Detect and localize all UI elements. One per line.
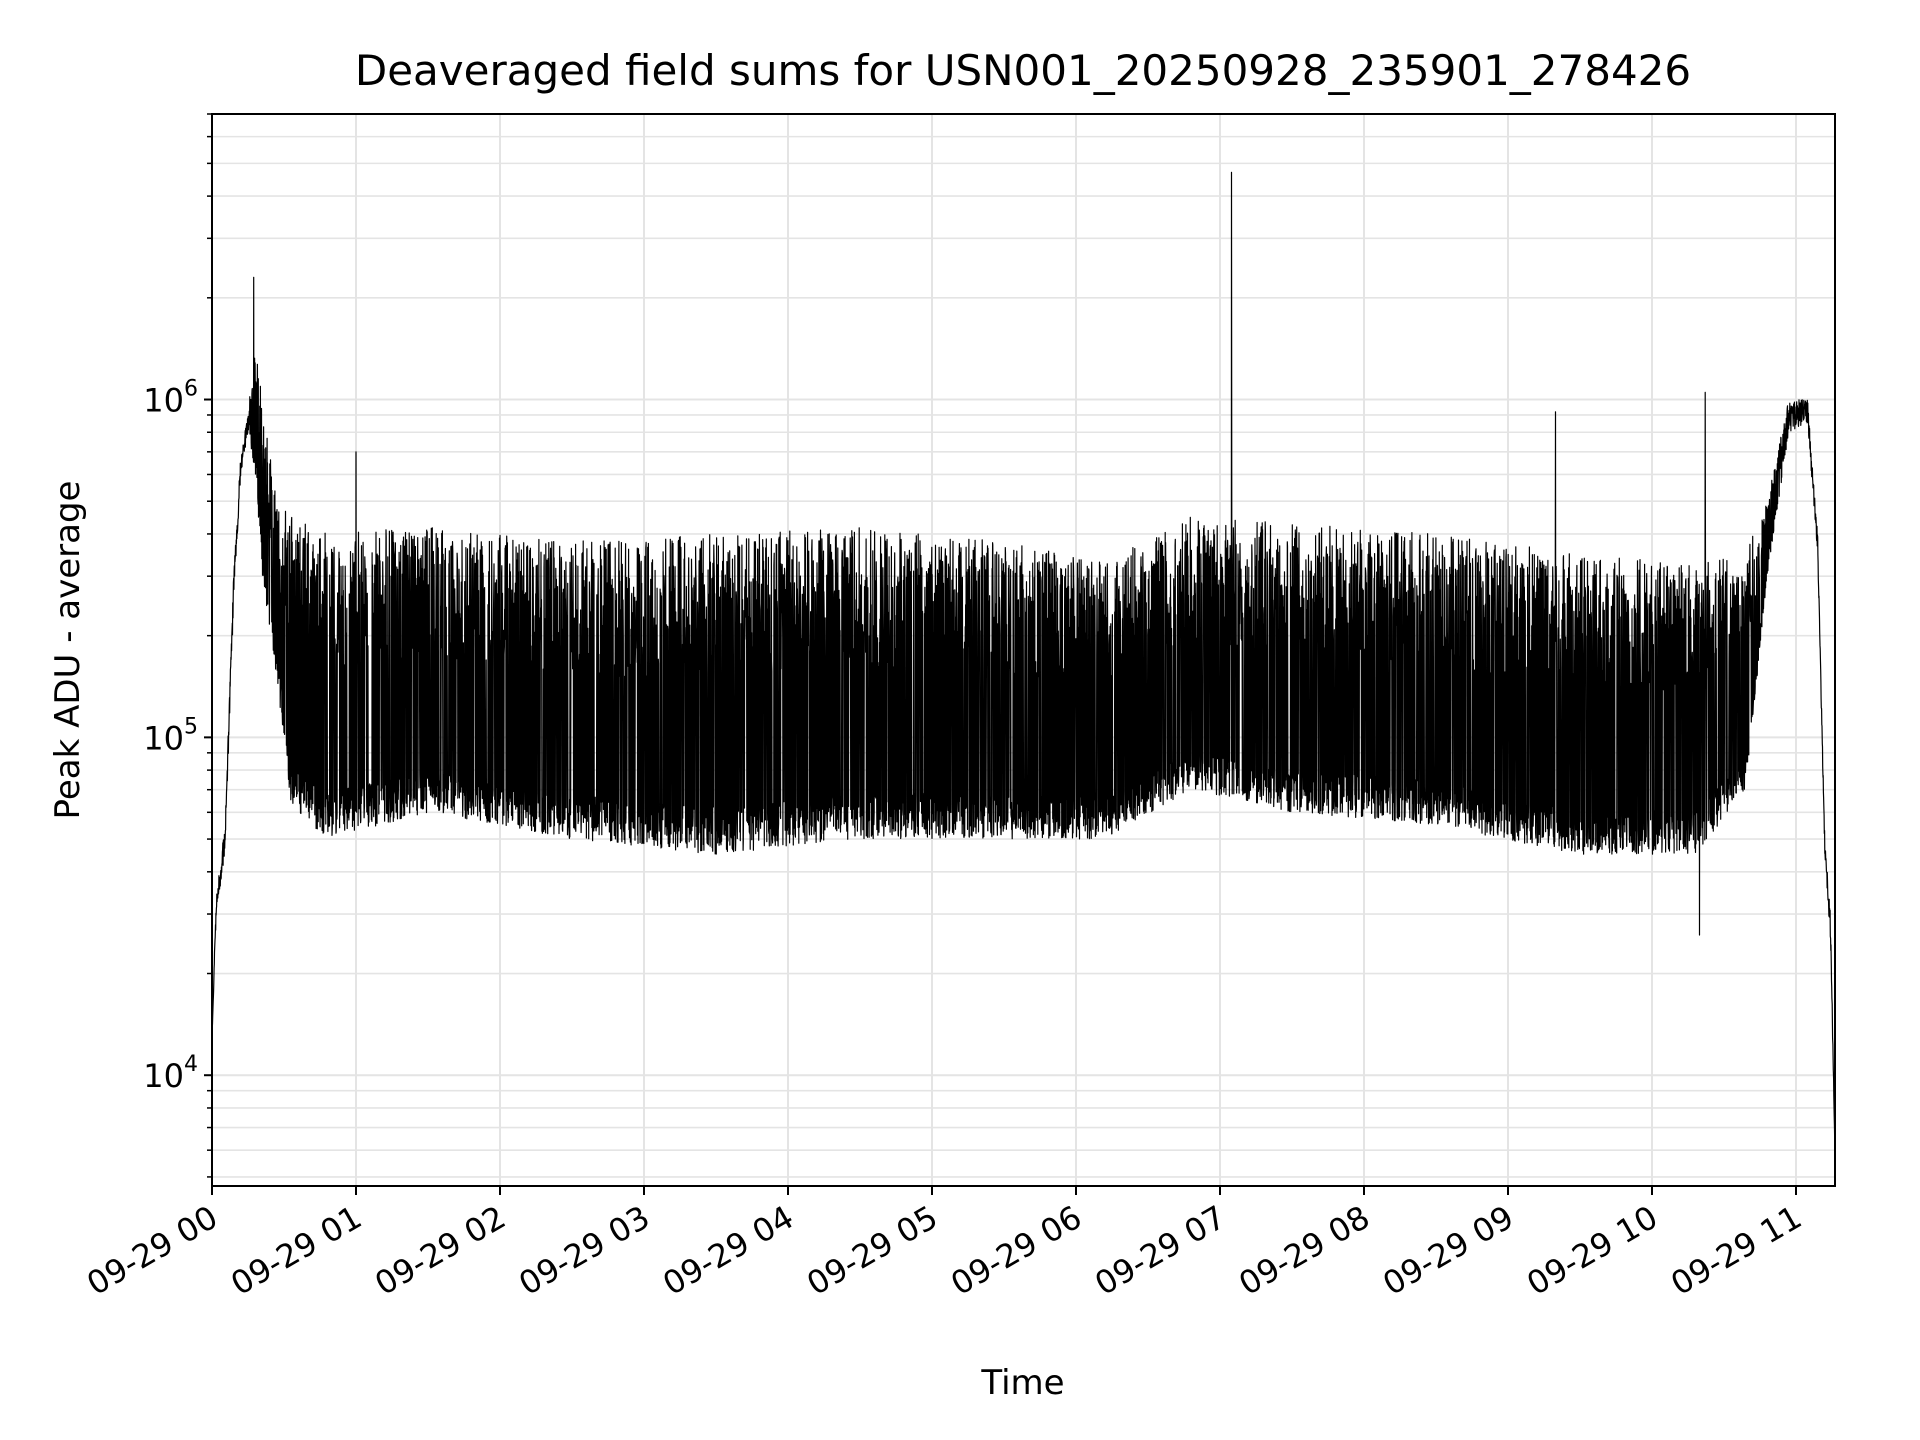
series-layer [211,171,1836,1142]
series-line [211,171,1836,1142]
plot-frame [211,113,1836,1187]
x-axis-label: Time [980,1363,1064,1403]
chart-title: Deaveraged field sums for USN001_2025092… [355,46,1691,95]
y-axis: 104 105 106 [143,113,212,1178]
y-tick-label: 104 [143,1052,198,1095]
y-axis-label: Peak ADU - average [48,481,88,820]
y-tick-label: 105 [143,714,198,757]
y-tick-label: 106 [143,377,198,420]
